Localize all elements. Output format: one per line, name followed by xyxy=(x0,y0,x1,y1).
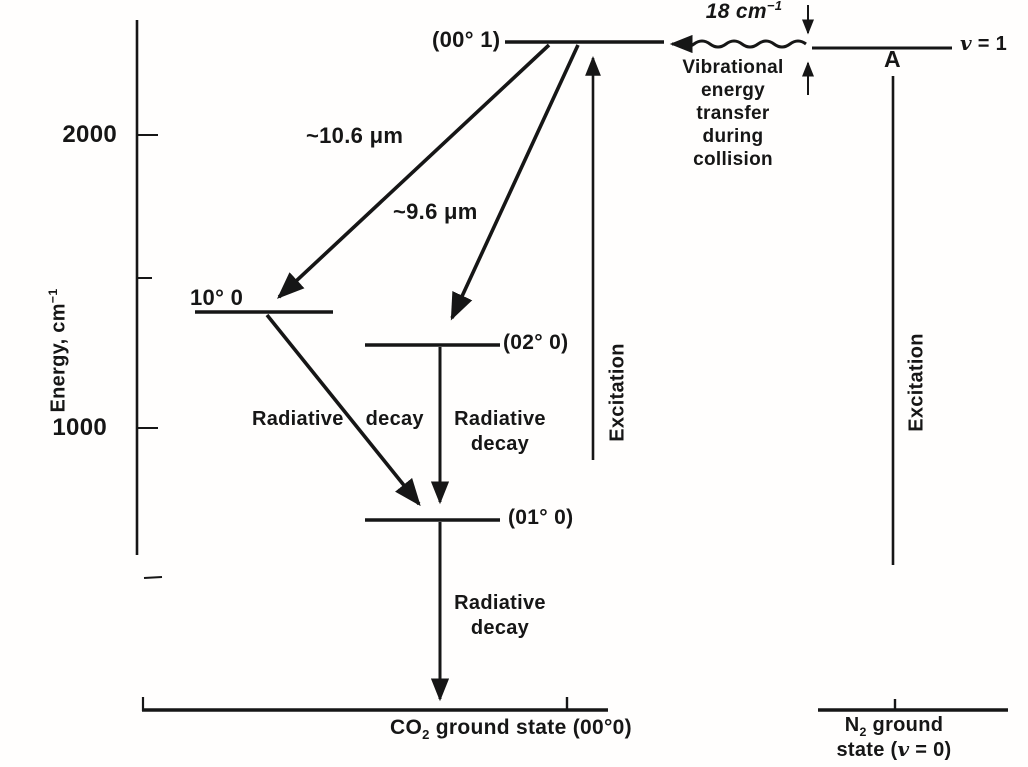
axis-tick-label-1000: 1000 xyxy=(52,414,107,441)
level-label-100: 10° 0 xyxy=(190,285,244,310)
transfer-caption-line: during xyxy=(702,126,764,147)
gap-label-text: 18 cm xyxy=(705,0,767,23)
v-symbol: v xyxy=(897,737,910,761)
excitation-label-n2: Excitation xyxy=(905,333,928,432)
n2-state-post: = 0) xyxy=(909,739,952,761)
n2-ground-text: ground xyxy=(866,714,944,736)
arrow-9-6um xyxy=(450,44,580,321)
transfer-caption-line: energy xyxy=(700,80,766,101)
level-label-001: (00° 1) xyxy=(432,27,501,52)
co2-ground-text: ground state (00°0) xyxy=(429,716,632,739)
n2-ground-line2: state (v = 0) xyxy=(813,737,975,762)
level-label-020: (02° 0) xyxy=(503,331,569,354)
co2-symbol: CO xyxy=(390,716,423,739)
arrowhead-a-marker: A xyxy=(884,46,901,72)
gap-label-exponent: −1 xyxy=(766,0,783,13)
decay-label-020: Radiative decay xyxy=(452,407,548,457)
energy-axis xyxy=(135,20,163,579)
decay-word: Radiative xyxy=(454,408,546,430)
level-label-n2-v1: v = 1 xyxy=(960,31,1007,56)
n2-ground-label: N2 ground state (v = 0) xyxy=(813,713,975,762)
decay-word: decay xyxy=(470,617,530,639)
decay-word: decay xyxy=(470,433,530,455)
level-label-010: (01° 0) xyxy=(508,506,574,529)
decay-label-010: Radiative decay xyxy=(452,591,548,641)
level-lines xyxy=(195,40,952,522)
wavelength-label-9-6: ~9.6 μm xyxy=(393,199,478,224)
transfer-caption: Vibrational energy transfer during colli… xyxy=(660,56,806,171)
transfer-caption-line: transfer xyxy=(696,103,770,124)
tick-500 xyxy=(143,576,163,579)
co2-subscript: 2 xyxy=(422,727,430,743)
decay-word: Radiative xyxy=(454,592,546,614)
co2-ground-label: CO2 ground state (00°0) xyxy=(390,716,632,743)
axis-tick-label-2000: 2000 xyxy=(62,121,117,148)
transfer-caption-line: Vibrational xyxy=(682,57,784,78)
v-symbol: v xyxy=(960,31,972,55)
excitation-label-co2: Excitation xyxy=(606,343,629,442)
decay-label-100: Radiative decay xyxy=(252,408,424,431)
axis-title-exponent: −1 xyxy=(45,288,60,304)
arrow-decay-100-to-010 xyxy=(265,313,421,507)
transfer-caption-line: collision xyxy=(693,149,773,170)
laser-transition-arrows xyxy=(276,43,580,321)
wavy-transfer-arrow xyxy=(669,34,807,54)
n2-ground-line1: N2 ground xyxy=(813,713,975,739)
wavelength-label-10-6: ~10.6 μm xyxy=(306,123,404,148)
n2-subscript: 2 xyxy=(859,725,867,739)
arrow-10-6um xyxy=(276,43,551,299)
v-equals-1: = 1 xyxy=(971,33,1008,55)
decay-word: decay xyxy=(365,408,424,430)
n2-state-pre: state ( xyxy=(836,739,898,761)
excitation-arrows xyxy=(585,56,895,565)
radiative-decay-arrows xyxy=(265,313,450,702)
axis-title-text: Energy, cm xyxy=(47,303,70,413)
decay-word: Radiative xyxy=(252,408,344,430)
gap-label-18cm: 18 cm−1 xyxy=(690,0,798,24)
energy-transfer-arrows xyxy=(669,5,815,95)
axis-title: Energy, cm−1 xyxy=(45,276,71,426)
n2-symbol: N xyxy=(844,714,860,736)
ground-lines xyxy=(141,697,1008,712)
